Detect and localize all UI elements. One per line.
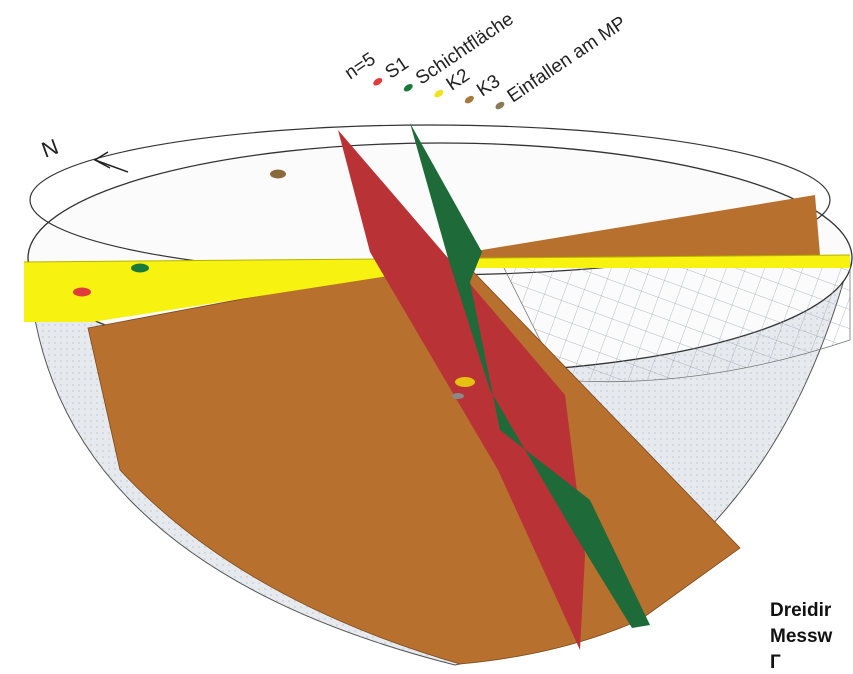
point-einfallen-top (270, 169, 286, 179)
point-s1 (73, 287, 91, 297)
caption-line-2: Messw (770, 626, 833, 647)
plane-s1 (338, 130, 585, 650)
legend-swatch (495, 101, 505, 110)
point-k2 (455, 377, 475, 387)
legend-count: n=5 (341, 49, 379, 84)
legend-label: S1 (382, 53, 413, 83)
plane-k2 (24, 255, 850, 322)
legend-swatch (373, 78, 383, 86)
legend-swatch (403, 83, 413, 92)
caption-line-1: Dreidir (770, 600, 832, 621)
north-label: N (38, 134, 61, 163)
legend-label: Einfallen am MP (504, 12, 630, 107)
legend-label: K3 (473, 71, 504, 101)
point-schichtflaeche (131, 263, 149, 273)
caption-line-3: Г (770, 652, 781, 670)
plane-schichtflaeche (410, 123, 650, 628)
legend-swatch (434, 89, 444, 98)
legend-swatch (464, 95, 474, 104)
point-k3 (452, 393, 464, 399)
plane-k3 (470, 195, 820, 262)
north-arrow (93, 151, 129, 173)
